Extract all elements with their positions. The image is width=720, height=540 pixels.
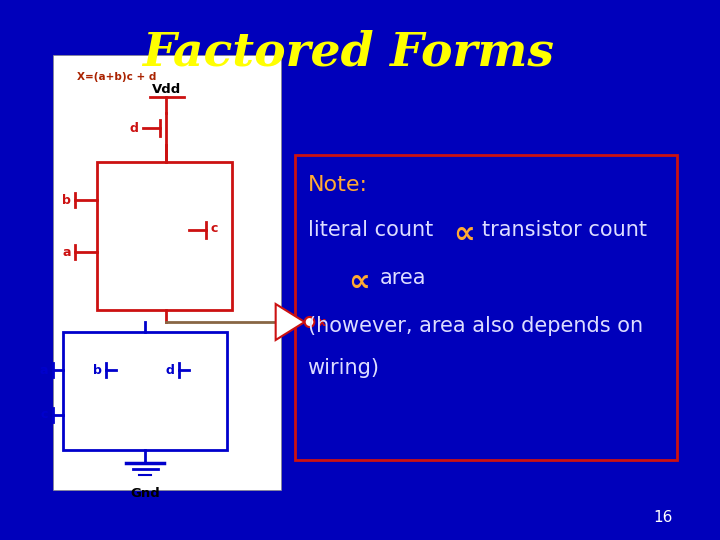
Bar [63, 332, 228, 450]
Text: 16: 16 [653, 510, 672, 525]
Text: x: x [318, 315, 326, 328]
Text: b: b [93, 363, 102, 376]
Text: ∝: ∝ [453, 220, 474, 249]
Text: d: d [130, 122, 138, 134]
Text: d: d [165, 363, 174, 376]
Text: literal count: literal count [307, 220, 433, 240]
Text: wiring): wiring) [307, 358, 379, 378]
Text: c: c [211, 221, 218, 234]
Text: Vdd: Vdd [152, 83, 181, 96]
Polygon shape [276, 304, 305, 340]
Text: Note:: Note: [307, 175, 368, 195]
Text: area: area [380, 268, 427, 288]
Text: Factored Forms: Factored Forms [143, 30, 554, 76]
Text: (however, area also depends on: (however, area also depends on [307, 316, 643, 336]
Text: transistor count: transistor count [482, 220, 647, 240]
Text: ∝: ∝ [348, 268, 370, 297]
Circle shape [305, 317, 315, 327]
Text: a: a [62, 246, 71, 259]
Bar [295, 155, 677, 460]
Text: a: a [40, 363, 48, 376]
Bar [96, 162, 232, 310]
Bar [53, 55, 281, 490]
Text: c: c [41, 408, 48, 422]
Text: b: b [62, 193, 71, 206]
Text: Gnd: Gnd [130, 487, 160, 500]
Text: X=(a+b)c + d: X=(a+b)c + d [77, 72, 157, 82]
